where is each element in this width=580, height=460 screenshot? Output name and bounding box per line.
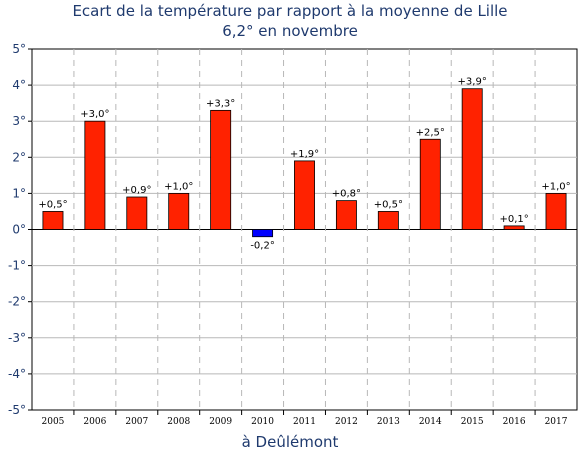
bar — [252, 229, 274, 238]
x-tick-label: 2012 — [335, 417, 358, 427]
bar — [503, 225, 525, 230]
y-tick-label: -1° — [8, 259, 26, 273]
data-label: +1,9° — [290, 149, 319, 160]
bar — [377, 211, 399, 230]
y-tick-label: -5° — [8, 403, 26, 417]
y-tick-label: -4° — [8, 367, 26, 381]
x-tick-label: 2017 — [545, 417, 568, 427]
x-tick-label: 2010 — [251, 417, 274, 427]
bar — [335, 200, 357, 230]
bar — [461, 88, 483, 230]
x-tick-label: 2016 — [503, 417, 526, 427]
data-label: +3,0° — [80, 109, 109, 120]
x-tick-label: 2009 — [209, 417, 232, 427]
bar — [210, 109, 232, 230]
data-label: +1,0° — [541, 181, 570, 192]
bar — [126, 196, 148, 230]
data-label: -0,2° — [250, 241, 275, 252]
y-tick-label: -3° — [8, 331, 26, 345]
bar — [168, 192, 190, 230]
data-label: +1,0° — [164, 181, 193, 192]
x-tick-label: 2013 — [377, 417, 400, 427]
bar — [545, 192, 567, 230]
x-tick-label: 2008 — [167, 417, 190, 427]
bar — [84, 120, 106, 230]
y-tick-label: 5° — [12, 42, 26, 56]
y-tick-label: 1° — [12, 186, 26, 200]
bar — [419, 138, 441, 230]
y-tick-label: 2° — [12, 150, 26, 164]
bar — [294, 160, 315, 230]
y-tick-label: 3° — [12, 114, 26, 128]
y-tick-label: 4° — [12, 78, 26, 92]
data-label: +3,3° — [206, 98, 235, 109]
x-tick-label: 2007 — [125, 417, 148, 427]
x-tick-label: 2006 — [83, 417, 106, 427]
data-label: +0,1° — [499, 214, 528, 225]
x-tick-label: 2005 — [42, 417, 65, 427]
x-tick-label: 2014 — [419, 417, 442, 427]
x-axis-label: à Deûlémont — [241, 433, 339, 451]
data-label: +2,5° — [416, 127, 445, 138]
bar — [42, 211, 64, 230]
x-tick-label: 2011 — [293, 417, 316, 427]
y-tick-label: -2° — [8, 295, 26, 309]
data-label: +0,9° — [122, 185, 151, 196]
data-label: +0,5° — [38, 199, 67, 210]
chart-title: Ecart de la température par rapport à la… — [72, 2, 508, 20]
x-tick-label: 2015 — [461, 417, 484, 427]
data-label: +0,5° — [374, 199, 403, 210]
chart-subtitle: 6,2° en novembre — [222, 22, 358, 40]
data-label: +3,9° — [458, 77, 487, 88]
data-label: +0,8° — [332, 189, 361, 200]
y-tick-label: 0° — [12, 223, 26, 237]
